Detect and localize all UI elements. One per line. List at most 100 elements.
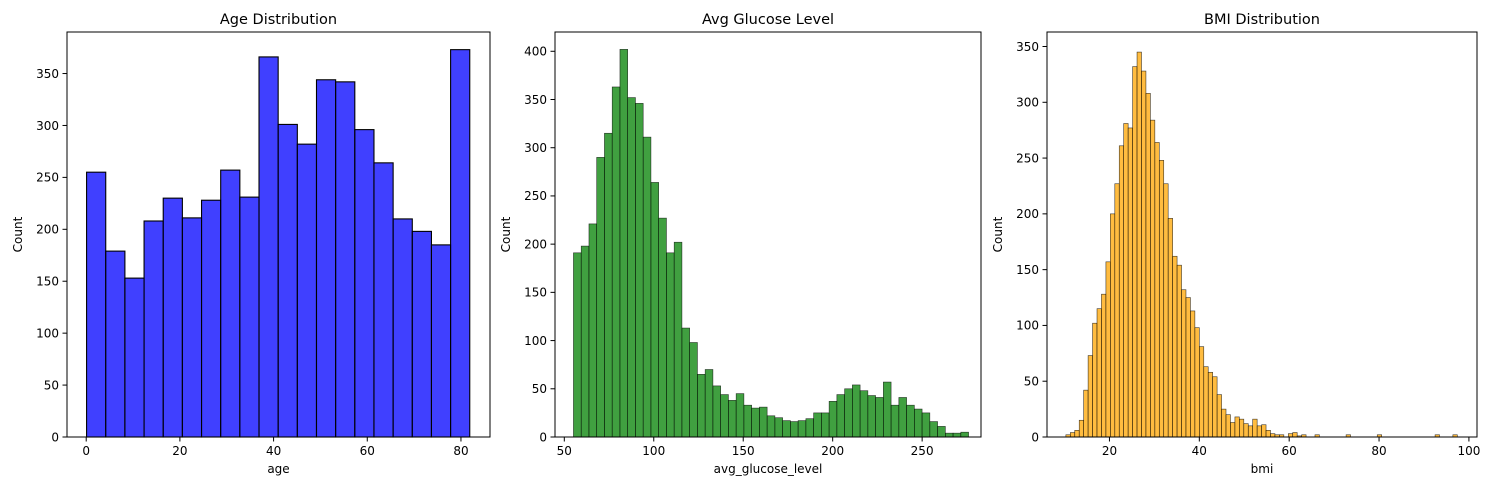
y-tick-label: 350 (36, 67, 59, 81)
histogram-bar (790, 421, 799, 438)
plot-frame (554, 31, 982, 438)
histogram-bar (162, 197, 183, 438)
histogram-bar (743, 404, 752, 438)
x-tick-label: 250 (911, 444, 934, 458)
histogram-bar (596, 157, 605, 438)
histogram-bar (335, 81, 356, 438)
histogram-bar (1261, 424, 1267, 438)
bars (1065, 51, 1458, 438)
histogram-bar (1216, 394, 1222, 438)
histogram-bar (1105, 261, 1111, 438)
histogram-bar (277, 123, 298, 438)
histogram-bar (143, 220, 164, 438)
histogram-bar (859, 390, 869, 438)
histogram-bar (611, 86, 621, 438)
histogram-bar (1096, 308, 1102, 438)
histogram-bar (735, 393, 745, 438)
y-tick-label: 200 (1016, 207, 1039, 221)
histogram-bar (642, 136, 652, 438)
chart-panel-1: 0 20 40 60 80 0 50 100 150 200 250 300 350 Age Distri… (11, 12, 491, 476)
histogram-bar (1136, 51, 1142, 438)
histogram-bar (1243, 423, 1249, 438)
histogram-bar (200, 199, 222, 438)
histogram-bar (852, 384, 861, 438)
histogram-bar (354, 129, 375, 438)
y-tick-label: 0 (51, 430, 59, 444)
plot-frame (66, 31, 491, 438)
histogram-bar (1092, 322, 1098, 438)
histogram-bar (1212, 376, 1218, 438)
histogram-bar (759, 406, 768, 438)
chart-panel-2: 50 100 150 200 250 0 50 100 150 200 250 300 350 400 Av… (499, 12, 982, 476)
x-tick-label: 0 (82, 444, 90, 458)
histogram-bar (929, 421, 938, 438)
x-tick-label: 100 (642, 444, 665, 458)
histogram-bar (1101, 293, 1107, 438)
histogram-bar (805, 418, 814, 438)
histogram-bar (1247, 425, 1253, 438)
x-tick-label: 100 (1457, 444, 1480, 458)
y-tick-label: 150 (36, 275, 59, 289)
histogram-bar (1270, 433, 1276, 438)
chart-title: Avg Glucose Level (702, 12, 834, 28)
y-tick-label: 250 (1016, 151, 1039, 165)
y-tick-label: 200 (524, 237, 547, 251)
histogram-bar (1127, 127, 1133, 438)
histogram-bar (1194, 327, 1200, 438)
histogram-bar (751, 407, 760, 438)
histogram-bar (766, 415, 776, 438)
histogram-bar (604, 132, 613, 438)
histogram-bar (373, 162, 394, 438)
histogram-bar (1239, 418, 1245, 438)
histogram-bar (867, 395, 876, 438)
y-tick-label: 350 (1016, 40, 1039, 54)
histogram-bar (782, 420, 791, 438)
histogram-bar (813, 412, 822, 438)
histogram-bar (181, 217, 203, 438)
histogram-bar (960, 431, 969, 438)
chart-title: BMI Distribution (1204, 12, 1320, 28)
histogram-bar (1118, 145, 1124, 438)
y-axis-label: Count (499, 216, 513, 252)
histogram-bar (689, 342, 698, 438)
x-tick-label: 60 (1282, 444, 1297, 458)
y-axis-label: Count (991, 216, 1005, 252)
histogram-bar (712, 385, 721, 438)
histogram-bar (836, 394, 845, 438)
histogram-bar (728, 400, 737, 438)
histogram-bar (898, 397, 907, 438)
histogram-bar (1287, 433, 1294, 438)
histogram-bar (1265, 430, 1271, 438)
histogram-bar (1087, 355, 1093, 438)
x-tick-label: 20 (1102, 444, 1117, 458)
histogram-bar (883, 381, 892, 438)
histogram-bar (1221, 408, 1227, 438)
histogram-bar (1145, 93, 1151, 438)
histogram-bar (1074, 430, 1080, 438)
histogram-bar (1078, 419, 1084, 438)
y-tick-label: 250 (524, 189, 547, 203)
histogram-bar (1167, 218, 1173, 438)
histogram-bar (86, 171, 107, 438)
histogram-bar (1141, 70, 1147, 438)
y-tick-label: 400 (524, 45, 547, 59)
histogram-bar (945, 432, 954, 438)
histogram-bar (821, 412, 830, 438)
x-tick-label: 40 (266, 444, 281, 458)
histogram-bar (921, 412, 931, 438)
histogram-bar (124, 277, 145, 438)
histogram-bar (1252, 418, 1258, 438)
histogram-bar (1123, 123, 1129, 438)
y-tick-label: 150 (1016, 263, 1039, 277)
histogram-bar (619, 49, 629, 438)
y-tick-label: 0 (1031, 430, 1039, 444)
histogram-bar (430, 244, 452, 438)
x-tick-label: 150 (732, 444, 755, 458)
y-tick-label: 100 (524, 334, 547, 348)
histogram-bar (1150, 119, 1156, 438)
y-tick-label: 300 (1016, 96, 1039, 110)
y-axis-label: Count (11, 216, 25, 252)
histogram-bar (937, 426, 946, 438)
chart-title: Age Distribution (220, 12, 337, 28)
